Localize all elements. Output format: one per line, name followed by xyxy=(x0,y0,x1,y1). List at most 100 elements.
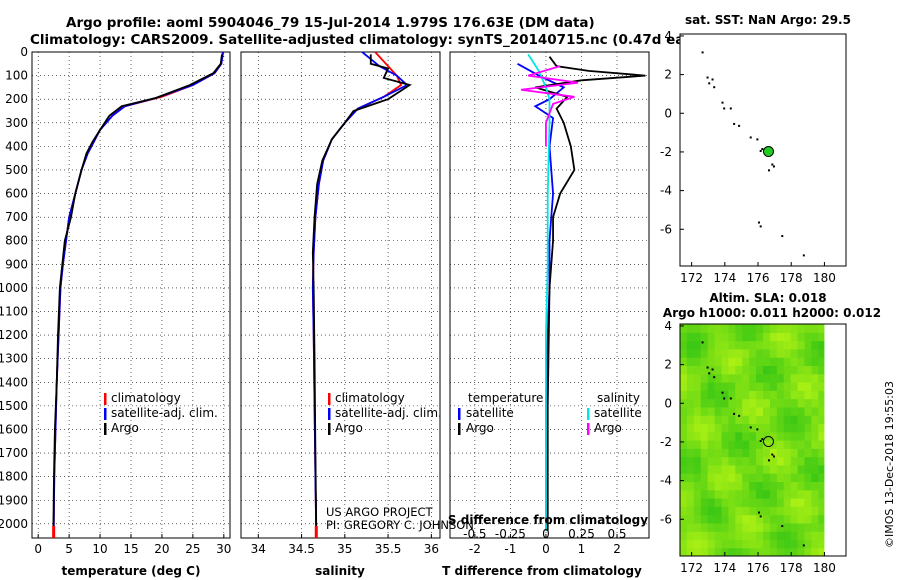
temperature-line-argo xyxy=(52,54,223,531)
sla-map-cell xyxy=(783,415,792,425)
sla-map-cell xyxy=(721,440,730,449)
sla-map-cell xyxy=(776,340,785,350)
sla-map-cell xyxy=(749,456,757,466)
salinity-legend-swatch xyxy=(328,393,331,405)
sla-map-cell xyxy=(707,448,716,458)
depth-tick-label: 1200 xyxy=(0,328,28,342)
sla-map-cell xyxy=(804,398,813,408)
sla-map-cell xyxy=(776,382,785,391)
sla-map-cell xyxy=(749,448,757,458)
sst-map-island xyxy=(802,254,805,257)
sla-map-ytick-label: 2 xyxy=(664,358,672,372)
sla-map-cell xyxy=(700,522,709,532)
sla-map-cell xyxy=(707,415,716,425)
sla-map-cell xyxy=(700,348,709,358)
sla-map-cell xyxy=(686,547,695,556)
temperature-xtick-label: 30 xyxy=(216,542,231,556)
sla-map-cell xyxy=(818,440,826,449)
sla-map-cell xyxy=(680,440,688,449)
difference-legend-label: Argo xyxy=(466,421,494,435)
sla-map-cell xyxy=(693,547,702,556)
sst-map-island xyxy=(733,122,736,125)
sla-map-cell xyxy=(818,448,826,458)
sla-map-cell xyxy=(721,456,730,466)
sla-map-cell xyxy=(763,481,771,491)
sla-map-cell xyxy=(811,531,819,541)
sla-map-island xyxy=(708,372,711,375)
sla-map-cell xyxy=(742,448,750,458)
sla-map-island xyxy=(771,453,774,456)
sla-map-cell xyxy=(783,390,792,400)
sla-map-cell xyxy=(797,440,806,449)
sla-map-cell xyxy=(763,415,771,425)
sla-map-cell xyxy=(776,456,785,466)
sla-map-cell xyxy=(693,357,702,367)
sla-map-cell xyxy=(804,415,813,425)
sla-map-nodata xyxy=(824,324,846,556)
sla-map-cell xyxy=(680,357,688,367)
sla-map-cell xyxy=(797,324,806,333)
sla-map-cell xyxy=(735,390,743,400)
difference-legend-title: salinity xyxy=(597,391,640,405)
sla-map-cell xyxy=(714,357,723,367)
sla-map-cell xyxy=(728,332,736,342)
sla-map-cell xyxy=(700,506,709,516)
sla-map-cell xyxy=(742,324,750,333)
sla-map-cell xyxy=(797,547,806,556)
sla-map-cell xyxy=(693,539,702,549)
sla-map-cell xyxy=(769,373,778,383)
sla-map-cell xyxy=(769,456,778,466)
sla-map-cell xyxy=(680,531,688,541)
sla-map-cell xyxy=(721,481,730,491)
depth-tick-label: 800 xyxy=(5,234,28,248)
sla-map-cell xyxy=(686,390,695,400)
project-credit: US ARGO PROJECT xyxy=(326,505,434,519)
sla-map-cell xyxy=(707,522,716,532)
sst-map-island xyxy=(729,107,732,110)
sla-map-cell xyxy=(769,332,778,342)
sla-map-cell xyxy=(742,531,750,541)
sla-map-cell xyxy=(776,522,785,532)
sla-map-cell xyxy=(714,340,723,350)
sla-map-cell xyxy=(721,473,730,483)
sla-map-cell xyxy=(721,340,730,350)
sla-map-cell xyxy=(776,332,785,342)
difference-top-label: S difference from climatology xyxy=(448,513,648,527)
sla-map-cell xyxy=(700,456,709,466)
sla-map-cell xyxy=(763,473,771,483)
sla-map-cell xyxy=(700,440,709,449)
sla-map-cell xyxy=(790,357,799,367)
sla-map-cell xyxy=(818,382,826,391)
depth-tick-label: 1000 xyxy=(0,281,28,295)
sla-map-cell xyxy=(707,382,716,391)
sla-map-cell xyxy=(818,340,826,350)
sla-map-ytick-label: -4 xyxy=(660,474,672,488)
sla-map-cell xyxy=(693,415,702,425)
salinity-legend-swatch xyxy=(328,408,331,420)
difference-xlabel: T difference from climatology xyxy=(442,564,642,578)
sla-map-cell xyxy=(686,423,695,433)
sla-map-cell xyxy=(680,522,688,532)
sla-map-cell xyxy=(811,365,819,375)
sst-map-xtick-label: 178 xyxy=(780,271,803,285)
sla-map-cell xyxy=(749,348,757,358)
sla-map-cell xyxy=(797,382,806,391)
sla-map-island xyxy=(729,397,732,400)
sla-map-cell xyxy=(700,431,709,441)
sla-map-cell xyxy=(707,324,716,333)
salinity-panel: 34 34.5 35 35.5 36 climatologysatellite-adj. … xyxy=(240,51,442,556)
sla-map-cell xyxy=(811,382,819,391)
sla-map-cell xyxy=(686,473,695,483)
sst-map-ytick-label: -4 xyxy=(660,184,672,198)
sla-map-cell xyxy=(783,440,792,449)
sla-map-cell xyxy=(728,406,736,416)
salinity-frame xyxy=(240,51,441,539)
sla-map-cell xyxy=(811,481,819,491)
sla-map-cell xyxy=(728,340,736,350)
sst-map-ytick-label: 4 xyxy=(664,29,672,43)
sla-map-cell xyxy=(756,423,764,433)
sla-map-cell xyxy=(707,357,716,367)
difference-xtick-label: -2 xyxy=(469,542,481,556)
sla-map-cell xyxy=(783,456,792,466)
sla-map-cell xyxy=(693,390,702,400)
